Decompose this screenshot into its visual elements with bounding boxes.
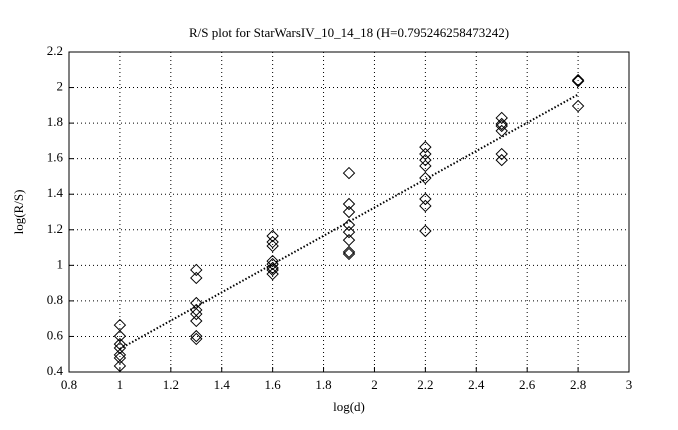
point (495, 153, 508, 167)
point (419, 199, 432, 213)
y-tick-label: 0.4 (47, 363, 64, 378)
x-tick-label: 2.6 (519, 377, 536, 392)
x-tick-label: 2.4 (468, 377, 485, 392)
point (419, 192, 432, 206)
point (190, 271, 203, 285)
point (266, 239, 279, 253)
point (342, 218, 356, 232)
point (342, 166, 356, 180)
x-axis-label: log(d) (333, 399, 365, 414)
point (113, 359, 127, 373)
y-tick-label: 0.6 (47, 327, 64, 342)
y-tick-label: 2 (57, 79, 64, 94)
y-tick-label: 1.8 (47, 114, 63, 129)
x-tick-label: 3 (626, 377, 633, 392)
point (266, 254, 279, 268)
point (495, 147, 508, 161)
chart-title: R/S plot for StarWarsIV_10_14_18 (H=0.79… (189, 25, 509, 40)
point (190, 263, 203, 277)
point (190, 329, 203, 343)
x-tick-label: 0.8 (61, 377, 77, 392)
point (342, 205, 356, 219)
point (342, 247, 356, 261)
y-tick-label: 1 (57, 256, 64, 271)
point (266, 261, 279, 275)
x-tick-label: 1.4 (214, 377, 231, 392)
point (190, 307, 203, 321)
point (342, 233, 356, 247)
point (342, 245, 356, 259)
point (495, 111, 508, 125)
point (495, 117, 508, 131)
y-tick-label: 1.2 (47, 221, 63, 236)
point (113, 351, 127, 365)
point (495, 119, 508, 133)
y-tick-label: 1.4 (47, 185, 64, 200)
point (419, 224, 432, 238)
point (419, 171, 432, 185)
point (419, 159, 432, 173)
point (495, 124, 508, 138)
point (571, 74, 585, 88)
x-tick-label: 2.2 (417, 377, 433, 392)
point (113, 329, 127, 343)
point (266, 263, 279, 277)
point (266, 229, 279, 243)
x-tick-label: 2.8 (570, 377, 586, 392)
x-tick-label: 1 (117, 377, 124, 392)
y-tick-label: 1.6 (47, 150, 64, 165)
y-tick-label: 2.2 (47, 43, 63, 58)
point (342, 225, 356, 239)
point (190, 332, 203, 346)
point (571, 73, 585, 87)
point (113, 348, 127, 362)
x-tick-label: 1.2 (163, 377, 179, 392)
y-axis-label: log(R/S) (11, 190, 26, 235)
y-tick-label: 0.8 (47, 292, 63, 307)
point (419, 140, 432, 154)
plot-frame (68, 51, 630, 373)
point (266, 235, 279, 249)
x-tick-label: 2 (371, 377, 378, 392)
point (190, 314, 203, 328)
point (190, 296, 203, 310)
point (342, 197, 356, 211)
point (571, 99, 585, 113)
x-tick-label: 1.8 (315, 377, 331, 392)
point (266, 267, 279, 281)
fit-line (119, 93, 579, 350)
point (419, 153, 432, 167)
point (419, 147, 432, 161)
x-tick-label: 1.6 (265, 377, 282, 392)
